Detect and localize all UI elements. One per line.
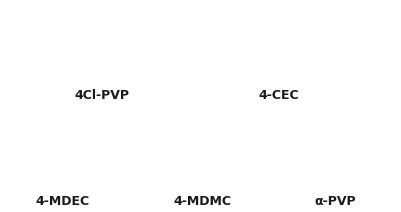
Text: 4-MDEC: 4-MDEC: [35, 195, 89, 208]
Text: 4-CEC: 4-CEC: [258, 89, 299, 102]
Text: 4Cl-PVP: 4Cl-PVP: [75, 89, 130, 102]
Text: α-PVP: α-PVP: [314, 195, 356, 208]
Text: 4-MDMC: 4-MDMC: [174, 195, 231, 208]
